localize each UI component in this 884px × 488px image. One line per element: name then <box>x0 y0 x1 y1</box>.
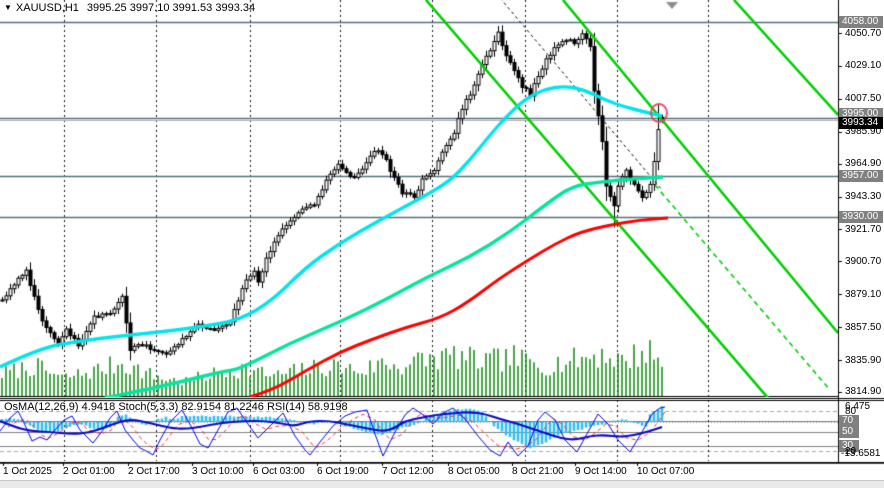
price-level-tag: 4058.00 <box>839 16 883 28</box>
price-axis-label: 3857.50 <box>845 321 882 333</box>
indicator-level-label: 20 <box>845 445 857 457</box>
price-axis-label: 4050.70 <box>845 27 882 39</box>
price-axis-label: 4029.10 <box>845 60 882 72</box>
price-axis-label: 3964.90 <box>845 158 882 170</box>
indicator-values-label: OsMA(12,26,9) 4.9418 Stoch(5,3,3) 82.915… <box>4 401 348 413</box>
chart-title: ▼ XAUUSD,H1 3995.25 3997.10 3991.53 3993.3… <box>4 2 255 14</box>
time-axis-label: 9 Oct 14:00 <box>575 466 627 477</box>
time-axis-label: 6 Oct 19:00 <box>317 466 369 477</box>
time-axis-label: 2 Oct 01:00 <box>63 466 115 477</box>
chart-ohlc-values: 3995.25 3997.10 3991.53 3993.34 <box>86 2 256 14</box>
collapse-arrow-icon[interactable]: ▼ <box>4 3 12 12</box>
indicator-scale-min: -13.6581 <box>841 448 881 459</box>
price-axis-label: 3943.30 <box>845 191 882 203</box>
price-scale[interactable]: 4050.70 4029.10 4007.50 3985.90 3964.90 3943.… <box>839 0 884 462</box>
indicator-level-tag: 30 <box>839 440 859 452</box>
time-axis-label: 8 Oct 05:00 <box>448 466 500 477</box>
price-axis-label: 3921.70 <box>845 223 882 235</box>
price-level-tag: 3957.00 <box>839 169 883 182</box>
chart-symbol-period: XAUUSD,H1 <box>15 2 79 14</box>
time-axis-label: 10 Oct 07:00 <box>637 466 695 477</box>
price-level-tag: 3930.00 <box>839 210 883 223</box>
time-axis-label: 7 Oct 12:00 <box>382 466 434 477</box>
price-axis-label: 3985.90 <box>845 126 882 138</box>
price-axis-label: 3835.90 <box>845 354 882 366</box>
indicator-scale-max: 6.475 <box>845 401 871 412</box>
window-bottom-strip <box>0 480 884 488</box>
indicator-level-label: 80 <box>845 405 857 417</box>
time-axis[interactable]: 1 Oct 2025 2 Oct 01:00 2 Oct 17:00 3 Oct 10… <box>0 463 884 480</box>
time-axis-label: 1 Oct 2025 <box>3 466 52 477</box>
indicator-level-tag: 50 <box>839 426 859 438</box>
time-axis-label: 2 Oct 17:00 <box>128 466 180 477</box>
current-price-tag: 3993.34 <box>839 117 883 129</box>
time-axis-label: 6 Oct 03:00 <box>253 466 305 477</box>
price-axis-label: 4007.50 <box>845 93 882 105</box>
price-axis-label: 3900.70 <box>845 255 882 267</box>
price-axis-label: 3879.10 <box>845 288 882 300</box>
time-axis-label: 3 Oct 10:00 <box>192 466 244 477</box>
time-axis-label: 8 Oct 21:00 <box>512 466 564 477</box>
price-axis-label: 3814.90 <box>845 386 882 398</box>
indicator-level-tag: 70 <box>839 414 859 427</box>
